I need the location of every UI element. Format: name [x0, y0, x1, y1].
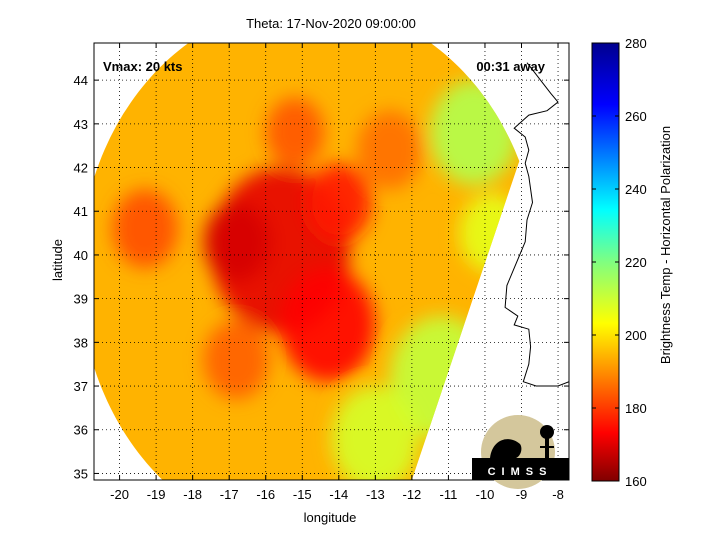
y-tick-label: 39	[74, 292, 88, 307]
coastline-path	[504, 62, 569, 387]
x-tick-label: -11	[440, 487, 458, 502]
x-axis-label: longitude	[304, 510, 357, 525]
brightness-cell	[331, 386, 420, 480]
colorbar-tick-label: 200	[625, 328, 647, 343]
colorbar-tick-label: 240	[625, 182, 647, 197]
colorbar-tick-label: 220	[625, 255, 647, 270]
x-tick-label: -18	[183, 487, 202, 502]
x-tick-label: -17	[220, 487, 239, 502]
y-tick-label: 41	[74, 204, 88, 219]
x-tick-label: -9	[516, 487, 528, 502]
x-tick-label: -10	[476, 487, 495, 502]
y-axis-label: latitude	[50, 239, 65, 281]
colorbar-axis: 160 180 200 220 240 260 280	[592, 36, 647, 489]
cimss-logo: CIMSS	[472, 415, 569, 489]
colorbar-tick-label: 260	[625, 109, 647, 124]
x-tick-label: -12	[402, 487, 421, 502]
colorbar-label: Brightness Temp - Horizontal Polarizatio…	[658, 126, 673, 364]
x-axis: -20 -19 -18 -17 -16 -15 -14 -13 -12 -11 -10 -9 -8	[110, 43, 564, 502]
x-tick-label: -8	[552, 487, 564, 502]
y-tick-label: 38	[74, 335, 88, 350]
coastline	[504, 62, 569, 387]
x-tick-label: -19	[147, 487, 166, 502]
x-tick-label: -16	[256, 487, 275, 502]
vmax-annotation: Vmax: 20 kts	[103, 59, 183, 74]
grid-lines	[94, 43, 569, 480]
brightness-cell	[203, 202, 270, 282]
y-axis: 35 36 37 38 39 40 41 42 43 44	[74, 73, 569, 481]
colorbar-tick-label: 280	[625, 36, 647, 51]
axes-frame	[93, 42, 570, 481]
x-tick-label: -14	[329, 487, 348, 502]
brightness-cell	[265, 97, 325, 168]
time-away-annotation: 00:31 away	[476, 59, 545, 74]
y-tick-label: 40	[74, 248, 88, 263]
x-tick-label: -13	[366, 487, 385, 502]
x-tick-label: -15	[293, 487, 312, 502]
colorbar-tick-label: 180	[625, 401, 647, 416]
y-tick-label: 43	[74, 117, 88, 132]
logo-text: CIMSS	[488, 466, 553, 478]
y-tick-label: 42	[74, 161, 88, 176]
brightness-cell	[112, 189, 179, 269]
brightness-cell	[357, 110, 423, 190]
y-tick-label: 44	[74, 73, 88, 88]
y-tick-label: 36	[74, 423, 88, 438]
colorbar	[591, 42, 620, 482]
y-tick-label: 35	[74, 466, 88, 481]
plot-area	[94, 43, 569, 480]
brightness-cell	[305, 163, 372, 242]
colorbar-tick-label: 160	[625, 474, 647, 489]
chart-title: Theta: 17-Nov-2020 09:00:00	[246, 16, 416, 31]
x-tick-label: -20	[110, 487, 129, 502]
y-tick-label: 37	[74, 379, 88, 394]
brightness-cell	[280, 268, 376, 382]
brightness-cell	[203, 320, 270, 400]
